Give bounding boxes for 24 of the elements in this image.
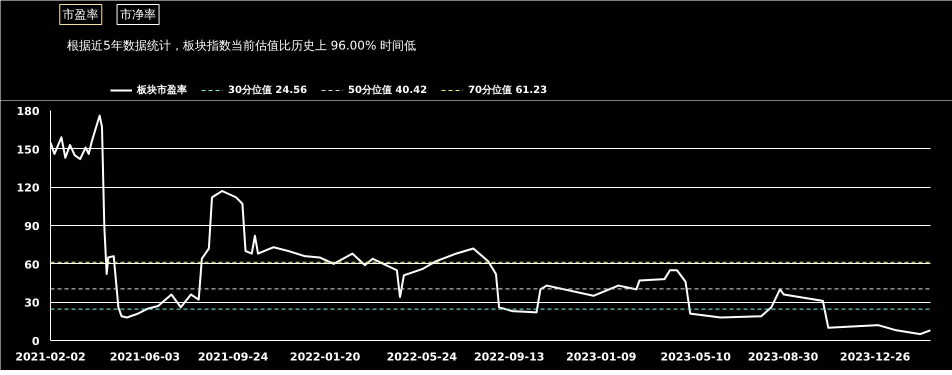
text: 市净率 — [120, 8, 156, 22]
x-tick-label: 2021-09-24 — [198, 350, 269, 364]
x-tick-label: 2021-06-03 — [110, 350, 180, 364]
y-tick-label: 30 — [24, 296, 40, 310]
legend-label: 板块市盈率 — [137, 83, 187, 97]
x-tick-label: 2023-12-26 — [840, 350, 911, 364]
y-tick-label: 120 — [16, 182, 40, 195]
chart-subtitle: 根据近5年数据统计，板块指数当前估值比历史上 96.00% 时间低 — [67, 38, 416, 52]
y-tick-label: 150 — [16, 143, 40, 156]
y-tick-label: 180 — [16, 105, 40, 118]
legend-label: 70分位值 61.23 — [468, 84, 548, 97]
y-tick-label: 0 — [32, 335, 40, 348]
legend-label: 30分位值 24.56 — [228, 84, 308, 97]
y-tick-label: 60 — [24, 258, 40, 272]
x-tick-label: 2022-09-13 — [474, 350, 544, 364]
legend-label: 50分位值 40.42 — [348, 84, 428, 97]
x-tick-label: 2022-01-20 — [290, 350, 361, 364]
text: 市盈率 — [62, 8, 99, 22]
x-tick-label: 2023-08-30 — [748, 350, 819, 364]
x-tick-label: 2022-05-24 — [386, 350, 458, 364]
x-tick-label: 2021-02-02 — [15, 350, 86, 364]
x-tick-label: 2023-01-09 — [566, 350, 636, 364]
y-tick-label: 90 — [24, 220, 40, 233]
x-tick-label: 2023-05-10 — [660, 350, 732, 364]
